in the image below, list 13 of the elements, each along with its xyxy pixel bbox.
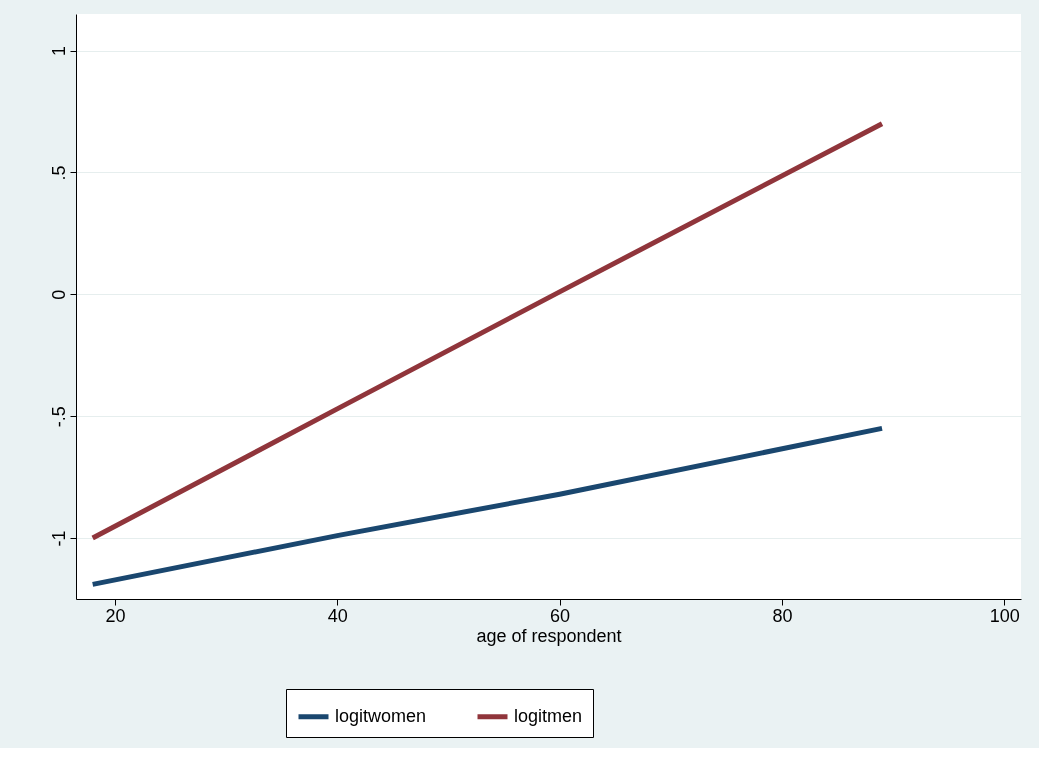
y-tick-label: 0 (48, 289, 69, 300)
x-tick-label: 60 (550, 605, 571, 626)
x-tick-label: 100 (989, 605, 1020, 626)
legend-label: logitwomen (335, 705, 427, 726)
x-tick-label: 20 (105, 605, 126, 626)
y-tick-label: -.5 (48, 406, 69, 428)
y-tick-label: 1 (48, 46, 69, 57)
x-tick-label: 80 (772, 605, 793, 626)
legend-label: logitmen (514, 705, 583, 726)
y-tick-label: -1 (48, 530, 69, 547)
y-tick-label: .5 (48, 165, 69, 181)
x-tick-label: 40 (327, 605, 348, 626)
x-axis-title: age of respondent (476, 625, 622, 646)
